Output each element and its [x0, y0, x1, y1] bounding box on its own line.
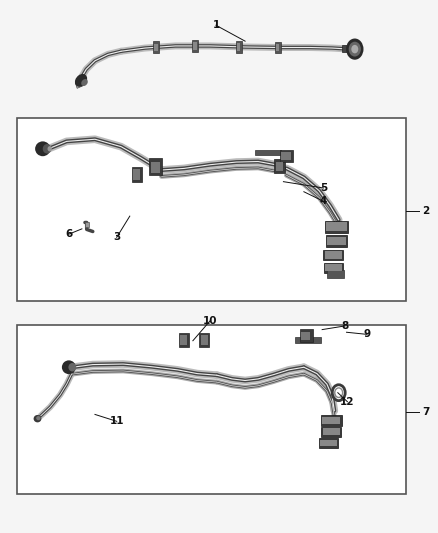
Text: 11: 11 — [110, 416, 124, 426]
Bar — [325, 251, 342, 259]
Bar — [85, 222, 89, 227]
Bar — [321, 415, 342, 425]
Bar — [154, 44, 158, 51]
Ellipse shape — [43, 144, 51, 154]
Bar — [276, 161, 283, 171]
Ellipse shape — [75, 74, 87, 87]
Text: 3: 3 — [113, 232, 120, 243]
Bar — [300, 329, 313, 342]
Bar — [325, 264, 342, 271]
Bar — [179, 333, 188, 346]
Text: 5: 5 — [320, 183, 327, 193]
Text: 4: 4 — [320, 196, 327, 206]
Bar — [280, 150, 293, 161]
Text: 9: 9 — [364, 329, 371, 340]
Bar — [199, 333, 209, 346]
Bar — [237, 43, 240, 51]
Text: 2: 2 — [422, 206, 429, 216]
Bar — [236, 41, 242, 53]
Bar — [254, 150, 281, 155]
Text: 6: 6 — [65, 229, 72, 239]
Bar — [281, 152, 291, 160]
Ellipse shape — [68, 363, 76, 372]
Bar — [323, 249, 343, 260]
Bar — [274, 159, 285, 173]
Bar — [322, 417, 340, 424]
Bar — [193, 42, 197, 50]
Bar — [324, 263, 343, 272]
Ellipse shape — [346, 38, 364, 60]
Bar — [342, 45, 350, 52]
Text: 8: 8 — [342, 321, 349, 331]
Ellipse shape — [81, 79, 88, 86]
Bar — [321, 427, 341, 437]
Bar — [321, 440, 337, 446]
Bar — [319, 438, 338, 448]
Bar — [327, 270, 344, 278]
Bar — [275, 42, 281, 53]
Bar — [295, 337, 321, 343]
Ellipse shape — [351, 45, 358, 53]
Text: 1: 1 — [212, 20, 219, 30]
Text: 12: 12 — [340, 397, 355, 407]
Bar — [327, 237, 346, 245]
Bar — [276, 44, 279, 51]
Bar — [201, 335, 208, 345]
Ellipse shape — [349, 42, 361, 56]
Ellipse shape — [47, 146, 52, 151]
Bar — [322, 429, 340, 435]
Bar — [192, 40, 198, 52]
Bar — [325, 221, 348, 232]
Bar — [149, 158, 162, 175]
Bar — [301, 332, 311, 340]
Bar — [326, 222, 346, 231]
Ellipse shape — [62, 360, 76, 374]
Ellipse shape — [34, 415, 42, 422]
Bar — [75, 79, 85, 88]
Text: 10: 10 — [203, 316, 218, 326]
Text: 7: 7 — [422, 407, 429, 417]
Bar — [151, 161, 160, 173]
Bar — [180, 335, 187, 345]
Bar — [326, 236, 347, 247]
Ellipse shape — [35, 141, 50, 156]
Bar — [17, 118, 406, 301]
Bar — [132, 167, 141, 182]
Bar — [133, 169, 140, 180]
Ellipse shape — [36, 416, 41, 420]
Bar — [17, 325, 406, 495]
Bar — [153, 42, 159, 53]
